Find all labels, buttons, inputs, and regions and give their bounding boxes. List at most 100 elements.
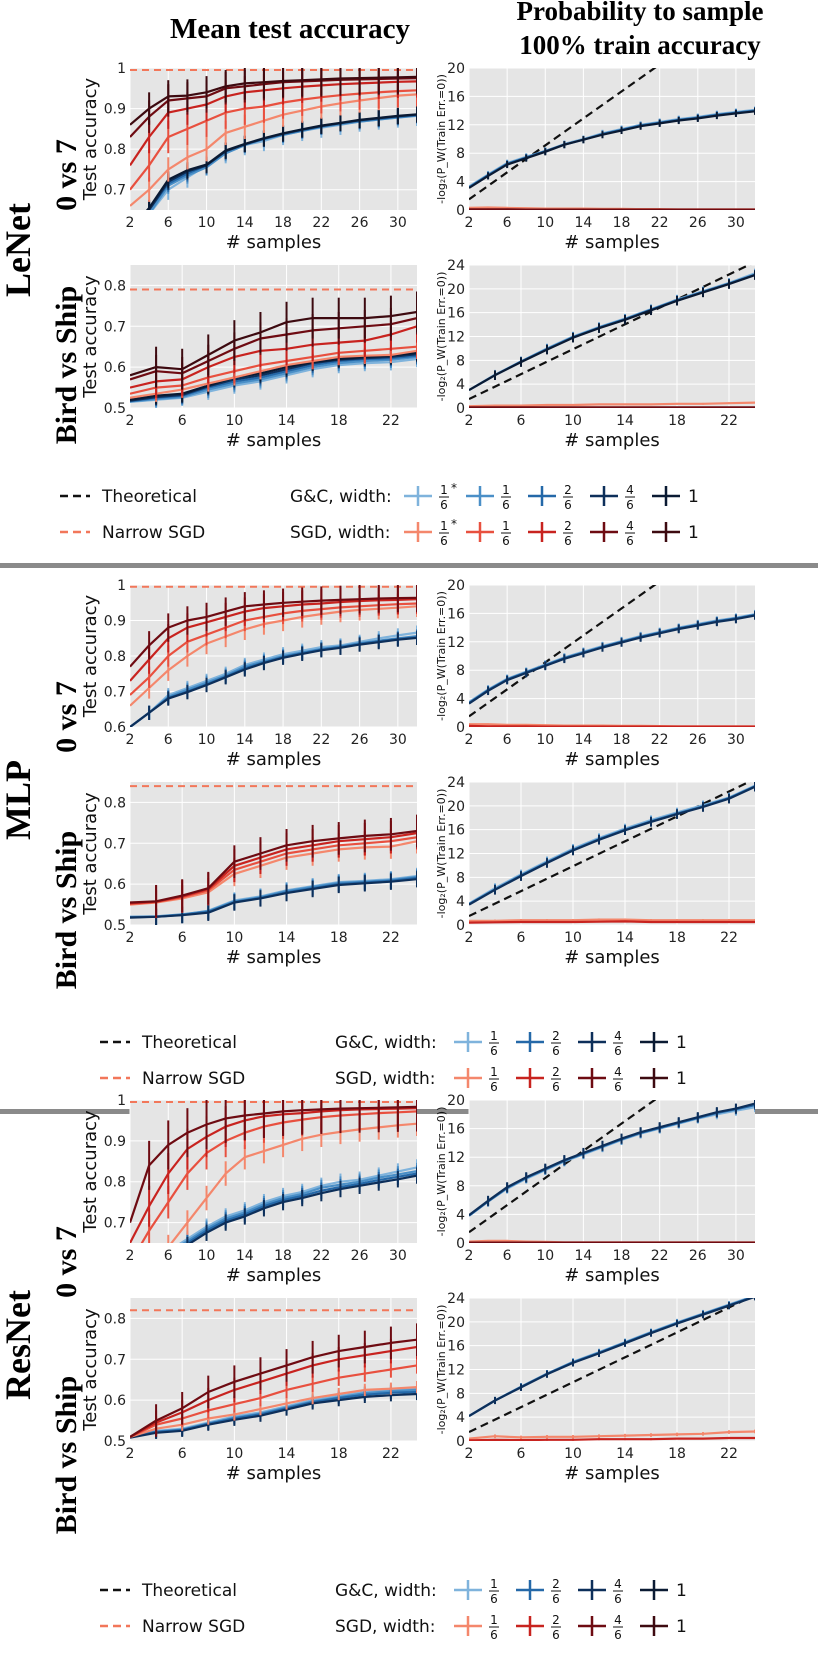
- y-axis-label: Test accuracy: [80, 275, 101, 399]
- x-axis-label: # samples: [564, 749, 660, 770]
- x-tick-label: 30: [389, 732, 407, 748]
- x-tick-label: 6: [503, 732, 512, 748]
- legend-width-value: 1: [688, 487, 699, 507]
- x-axis-label: # samples: [226, 749, 322, 770]
- x-tick-label: 14: [616, 413, 634, 429]
- legend: Theoretical Narrow SGD G&C, width: SGD, wid…: [100, 1029, 687, 1094]
- plot-panel: 2 6 10 14 18 22 0.5 0.6 0.7 0.8 # samples Test accu…: [80, 265, 417, 451]
- y-tick-label: 0.7: [104, 1216, 126, 1232]
- plot-panel: 2 6 10 14 18 22 0 4 8 12 16 20 24 # samples -log₂(P_W(…: [435, 258, 755, 451]
- y-tick-label: 20: [447, 578, 465, 594]
- x-tick-label: 26: [351, 215, 369, 231]
- x-tick-label: 10: [564, 1446, 582, 1462]
- plot-panel: 2 6 10 14 18 22 0 4 8 12 16 20 24 # samples -log₂(P_W(…: [435, 1291, 755, 1484]
- sgd-series-line: [130, 1105, 417, 1223]
- x-axis-label: # samples: [226, 1463, 322, 1484]
- legend-narrow-label: Narrow SGD: [142, 1617, 245, 1637]
- sgd-series-line: [130, 605, 417, 707]
- y-tick-label: 16: [447, 606, 465, 622]
- sgd-series-line: [469, 918, 755, 922]
- x-tick-label: 6: [178, 1446, 187, 1462]
- legend-width-numerator: 2: [564, 519, 572, 533]
- legend-width-star: *: [451, 517, 457, 531]
- sgd-series-line: [469, 1430, 755, 1440]
- x-tick-label: 2: [465, 215, 474, 231]
- gc-series-line: [130, 631, 417, 727]
- legend-width-numerator: 1: [490, 1065, 498, 1079]
- legend: Theoretical Narrow SGD G&C, width: SGD, wid…: [100, 1577, 687, 1642]
- y-tick-label: 8: [456, 146, 465, 162]
- x-tick-label: 30: [727, 732, 745, 748]
- y-tick-label: 12: [447, 635, 465, 651]
- plot-panel: 2 6 10 14 18 22 0.5 0.6 0.7 0.8 # samples Test accu…: [80, 1298, 417, 1484]
- legend-sgd-label: SGD, width:: [290, 523, 390, 543]
- plot-background: [130, 1100, 417, 1243]
- legend-width-star: *: [451, 481, 457, 495]
- legend-width-value: 1: [676, 1033, 687, 1053]
- y-tick-label: 0.8: [104, 795, 126, 811]
- y-tick-label: 8: [456, 870, 465, 886]
- sgd-series-line: [130, 1107, 417, 1243]
- y-tick-label: 12: [447, 847, 465, 863]
- x-tick-label: 14: [616, 930, 634, 946]
- x-axis-label: # samples: [564, 947, 660, 968]
- x-tick-label: 18: [668, 413, 686, 429]
- gc-series-line: [130, 353, 417, 402]
- x-axis-label: # samples: [564, 1265, 660, 1286]
- plot-background: [469, 585, 755, 727]
- legend-width-denominator: 6: [552, 1080, 560, 1094]
- y-tick-label: 0.6: [104, 877, 126, 893]
- y-axis-label: Test accuracy: [80, 77, 101, 201]
- x-tick-label: 2: [465, 1248, 474, 1264]
- y-tick-label: 8: [456, 353, 465, 369]
- y-axis-label: -log₂(P_W(Train Err.=0)): [435, 591, 448, 721]
- y-axis-label: -log₂(P_W(Train Err.=0)): [435, 1107, 448, 1237]
- y-tick-label: 8: [456, 663, 465, 679]
- legend-gc-label: G&C, width:: [290, 487, 392, 507]
- dataset-label-resnet-0vs7: 0 vs 7: [50, 1226, 83, 1298]
- sgd-series-line: [130, 89, 417, 191]
- legend-width-denominator: 6: [440, 498, 448, 512]
- y-axis-label: Test accuracy: [80, 1110, 101, 1234]
- gc-series-line: [130, 878, 417, 919]
- sgd-series-line: [130, 1345, 417, 1438]
- y-axis-label: -log₂(P_W(Train Err.=0)): [435, 272, 448, 402]
- y-tick-label: 0.6: [104, 720, 126, 736]
- sgd-series-line: [469, 401, 755, 408]
- legend-width-numerator: 2: [552, 1029, 560, 1043]
- legend-width-denominator: 6: [490, 1628, 498, 1642]
- y-tick-label: 0.6: [104, 1393, 126, 1409]
- gc-series-line: [469, 1298, 755, 1417]
- sgd-series-line: [130, 80, 417, 167]
- x-tick-label: 10: [536, 1248, 554, 1264]
- y-tick-label: 0: [456, 401, 465, 417]
- theoretical-line: [469, 585, 657, 718]
- x-tick-label: 2: [126, 1446, 135, 1462]
- x-tick-label: 10: [564, 413, 582, 429]
- y-tick-label: 12: [447, 118, 465, 134]
- y-tick-label: 4: [456, 377, 465, 393]
- y-tick-label: 20: [447, 61, 465, 77]
- legend-width-numerator: 2: [552, 1065, 560, 1079]
- sgd-series-line: [130, 325, 417, 389]
- x-tick-label: 30: [727, 1248, 745, 1264]
- y-tick-label: 16: [447, 823, 465, 839]
- y-tick-label: 0: [456, 918, 465, 934]
- y-tick-label: 4: [456, 692, 465, 708]
- x-tick-label: 22: [720, 1446, 738, 1462]
- plot-panel: 2 6 10 14 18 22 26 300.60.70.80.91# samplesTest…: [80, 578, 417, 770]
- x-tick-label: 14: [278, 1446, 296, 1462]
- x-tick-label: 6: [517, 1446, 526, 1462]
- y-tick-label: 16: [447, 1339, 465, 1355]
- y-tick-label: 0.5: [104, 1434, 126, 1450]
- y-tick-label: 0.8: [104, 278, 126, 294]
- y-tick-label: 0.5: [104, 401, 126, 417]
- y-axis-label: Test accuracy: [80, 594, 101, 718]
- x-tick-label: 18: [274, 215, 292, 231]
- x-tick-label: 14: [278, 930, 296, 946]
- x-tick-label: 2: [465, 732, 474, 748]
- y-tick-label: 1: [117, 61, 126, 77]
- dataset-label-mlp-0vs7: 0 vs 7: [50, 681, 83, 753]
- legend-width-denominator: 6: [614, 1044, 622, 1058]
